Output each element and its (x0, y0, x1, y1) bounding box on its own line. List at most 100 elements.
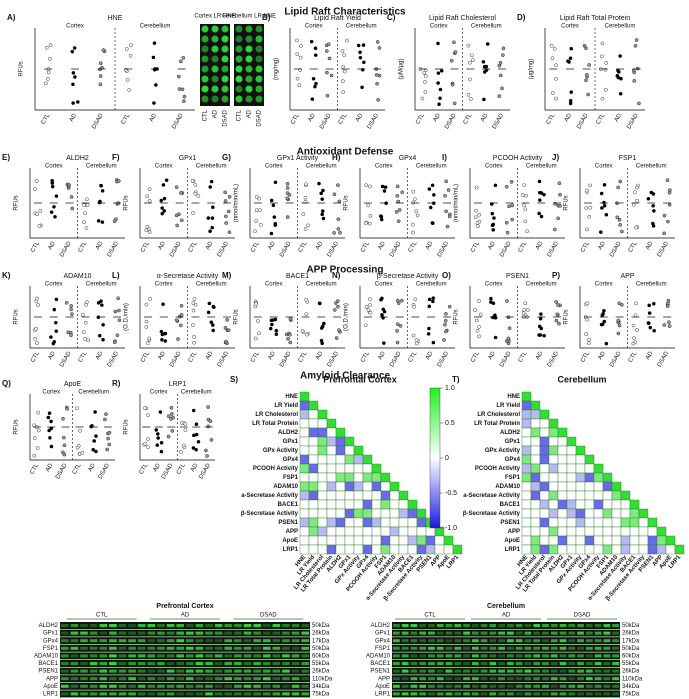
blot-band (568, 662, 576, 665)
dot (209, 179, 214, 184)
blot-band (243, 692, 252, 696)
matrix-cell (575, 454, 586, 465)
matrix-cell (308, 490, 319, 501)
matrix-cell (398, 544, 409, 555)
dot (568, 56, 573, 61)
blot-band (401, 684, 409, 688)
blot-band (166, 692, 175, 696)
matrix-cell (416, 517, 427, 528)
dot (382, 341, 386, 345)
dot (524, 193, 528, 198)
dot (360, 85, 364, 90)
dot (436, 71, 441, 75)
dot (75, 445, 80, 450)
dot (378, 214, 383, 218)
dot (633, 190, 637, 195)
dot (523, 207, 528, 212)
blot-band (61, 654, 69, 658)
blot-band (594, 669, 602, 673)
matrix-cell (398, 508, 409, 519)
blot-band (471, 631, 479, 635)
blot-band (80, 631, 88, 635)
blot-protein: BACE1 (38, 661, 58, 667)
blot-band (214, 631, 223, 635)
matrix-row-label: PCOOH Activity (253, 466, 299, 472)
colorbar (429, 387, 441, 529)
blot-band (128, 646, 136, 650)
dot (274, 332, 279, 337)
dot (269, 231, 274, 236)
matrix-cell (299, 490, 310, 501)
dot (335, 299, 340, 303)
matrix-cell (371, 535, 382, 546)
matrix-cell (521, 526, 532, 537)
x-tick-label: CTL (580, 350, 591, 363)
dot (542, 333, 546, 338)
matrix-cell (557, 544, 568, 555)
dot (124, 67, 128, 72)
dot (358, 55, 363, 60)
dot (196, 194, 201, 198)
dot (183, 422, 188, 426)
matrix-cell (557, 508, 568, 519)
dot (667, 320, 671, 324)
dot (212, 305, 216, 310)
blot-band (445, 639, 453, 643)
x-tick-label: CTL (250, 350, 261, 363)
dot (295, 52, 300, 57)
x-tick-label: DSAD (55, 462, 69, 480)
blot-band (243, 669, 252, 673)
dot (191, 446, 196, 450)
x-tick-label: DSAD (319, 112, 333, 130)
blot-band (445, 677, 453, 681)
dot (507, 204, 511, 209)
dot (306, 223, 310, 228)
blot-band (480, 639, 488, 643)
dot (600, 41, 605, 46)
blot-band (533, 624, 541, 627)
dot (146, 445, 150, 449)
blot-band (262, 684, 271, 688)
dot (48, 43, 53, 47)
matrix-cell (434, 544, 445, 555)
matrix-cell (566, 499, 577, 510)
dot (467, 77, 472, 82)
blot-band (471, 692, 479, 696)
matrix-cell (362, 481, 373, 492)
blot-band (291, 662, 300, 665)
matrix-cell (647, 517, 658, 528)
blot-band (594, 662, 602, 665)
blot-band (137, 692, 146, 696)
blot-protein: GPx1 (43, 631, 59, 637)
dot (52, 339, 57, 344)
blot-band (137, 639, 146, 643)
y-axis-label: RFUs (124, 195, 130, 210)
blot-band (234, 631, 242, 635)
blot-band (118, 631, 127, 635)
matrix-cell (566, 481, 577, 492)
colorbar-tick-label: -0.5 (445, 490, 457, 497)
blot-band (70, 669, 79, 673)
blot-band (410, 624, 418, 627)
x-tick-label: CTL (188, 240, 199, 253)
dot (604, 341, 609, 346)
group-label: Cerebellum (196, 282, 227, 288)
x-tick-label: CTL (463, 112, 474, 125)
blot-size: 34kDa (622, 684, 640, 690)
dot (504, 220, 509, 225)
matrix-cell (326, 454, 337, 465)
matrix-cell (575, 490, 586, 501)
group-label: Cerebellum (140, 24, 171, 30)
matrix-cell (629, 517, 640, 528)
matrix-cell (629, 544, 640, 555)
blot-band (89, 684, 98, 688)
dot (554, 96, 558, 101)
dot (100, 220, 105, 224)
dot (304, 297, 309, 302)
dot (489, 300, 493, 304)
insert-well (201, 45, 209, 53)
matrix-cell (317, 526, 328, 537)
blot-band (166, 646, 175, 650)
blot-band (166, 662, 175, 665)
dot (382, 189, 387, 193)
